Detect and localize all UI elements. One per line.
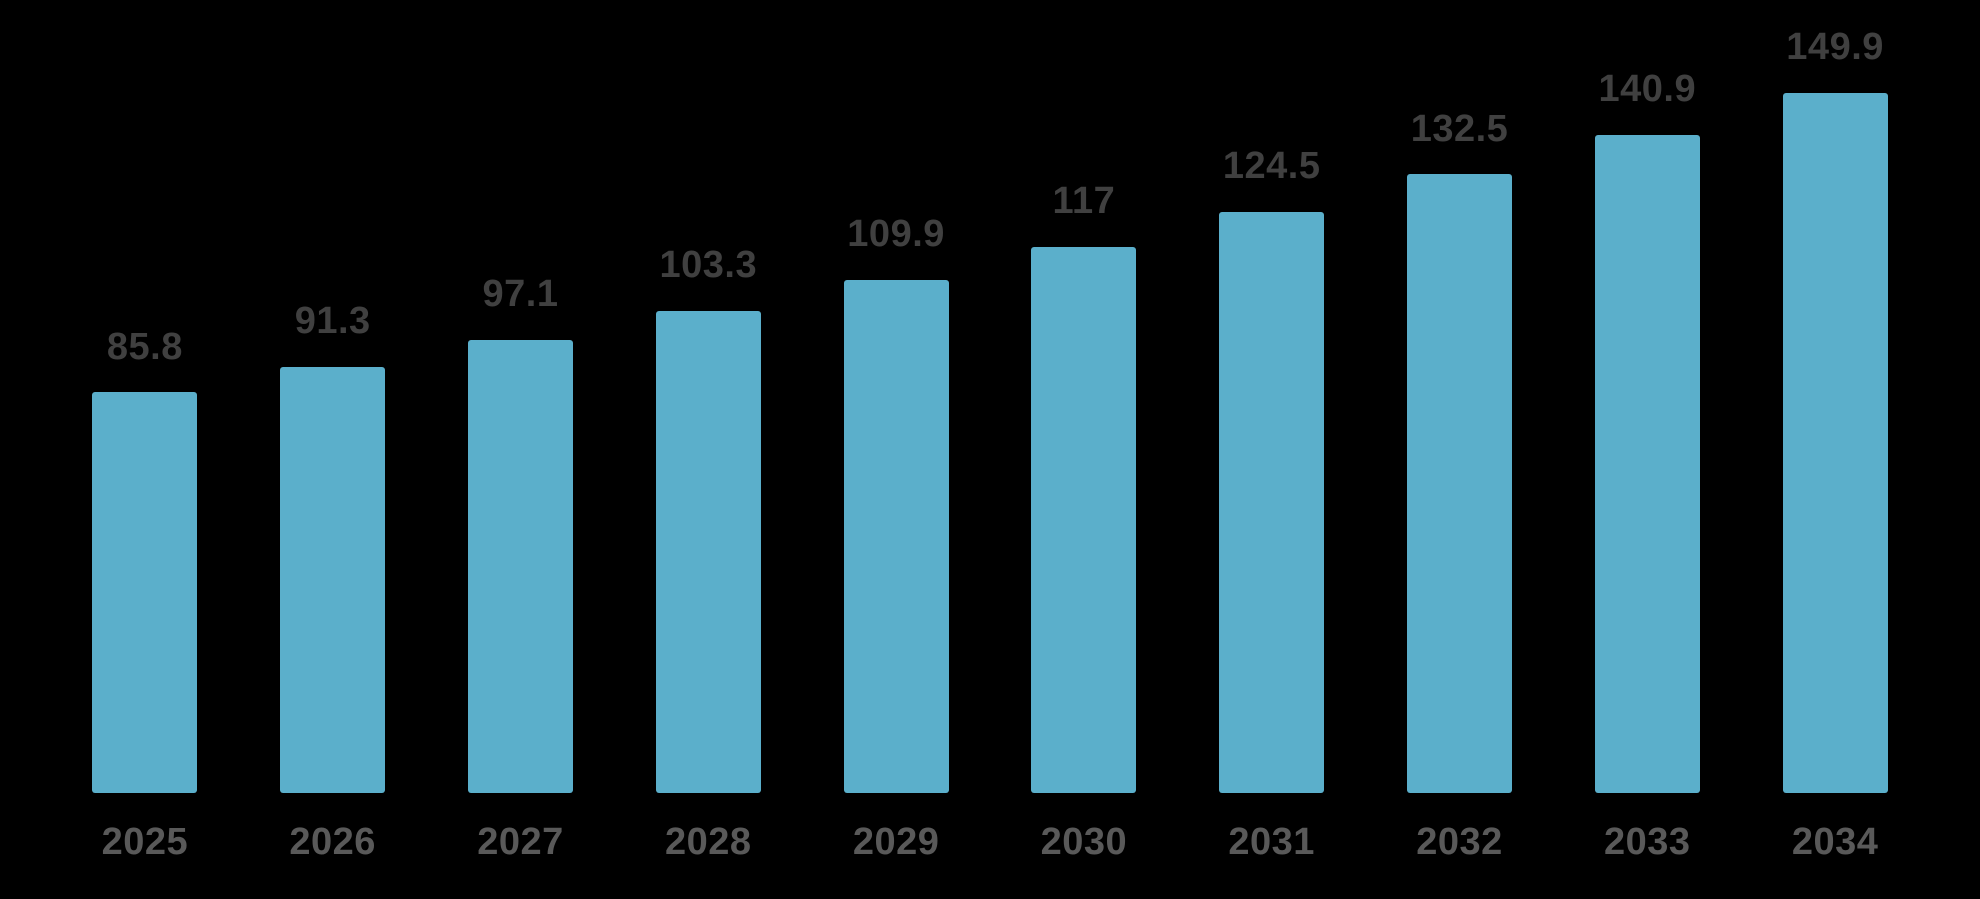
bar-2033: [1594, 135, 1700, 793]
x-tick-label-2029: 2029: [852, 821, 940, 863]
x-tick-label-2032: 2032: [1416, 821, 1503, 863]
value-label-2028: 103.3: [659, 244, 758, 287]
bar-2026: [280, 366, 386, 793]
bar-2027: [468, 339, 573, 793]
bar-2029: [843, 279, 949, 793]
value-label-2029: 109.9: [847, 213, 945, 256]
value-label-2034: 149.9: [1786, 26, 1884, 69]
value-label-2027: 97.1: [482, 272, 559, 315]
x-tick-label-2027: 2027: [477, 821, 564, 863]
bar-2025: [92, 392, 198, 793]
value-label-2032: 132.5: [1410, 107, 1509, 150]
x-tick-label-2033: 2033: [1604, 821, 1691, 863]
bar-2031: [1219, 211, 1325, 793]
x-tick-label-2031: 2031: [1228, 821, 1315, 863]
x-tick-label-2025: 2025: [101, 821, 189, 863]
bar-2028: [655, 310, 761, 793]
value-label-2033: 140.9: [1598, 68, 1697, 111]
x-tick-label-2028: 2028: [665, 821, 752, 863]
x-tick-label-2026: 2026: [289, 821, 376, 863]
value-label-2030: 117: [1052, 180, 1116, 223]
bar-2034: [1782, 93, 1888, 793]
value-label-2025: 85.8: [106, 325, 183, 368]
x-tick-label-2034: 2034: [1791, 821, 1879, 863]
value-label-2031: 124.5: [1222, 145, 1321, 188]
bar-2030: [1031, 246, 1137, 793]
value-label-2026: 91.3: [294, 300, 371, 343]
bar-2032: [1407, 174, 1512, 793]
x-tick-label-2030: 2030: [1040, 821, 1128, 863]
